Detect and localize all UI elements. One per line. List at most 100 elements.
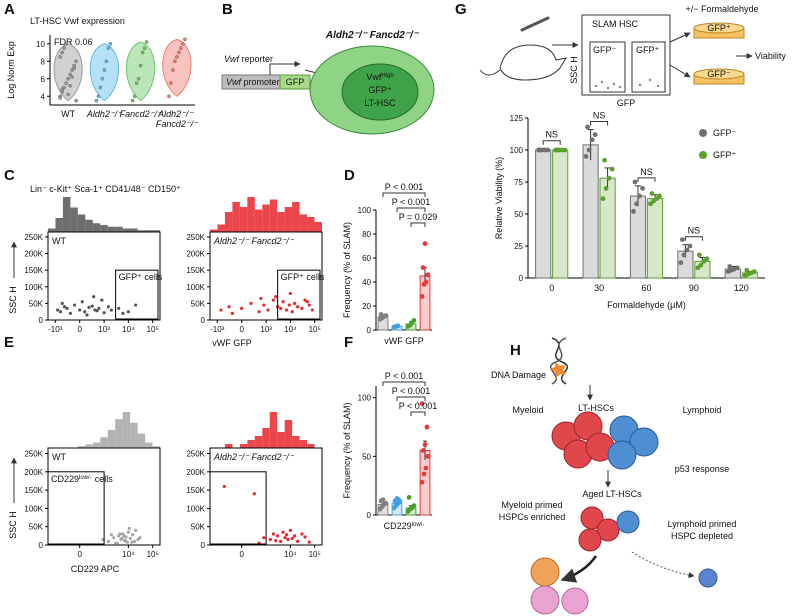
- cell: [561, 587, 589, 615]
- panel-letter: H: [510, 342, 521, 359]
- bar: [629, 195, 647, 279]
- violin: [53, 43, 83, 102]
- text: Vwf: [366, 72, 382, 82]
- data-point: [181, 42, 185, 46]
- legend-label: GFP⁻: [713, 128, 737, 138]
- histogram-bar: [77, 214, 86, 232]
- data-point: [183, 37, 187, 42]
- data-point: [586, 147, 592, 153]
- tss-arrow: [269, 61, 301, 75]
- x-axis-label: CD229low/-: [384, 521, 425, 531]
- histogram-bar: [262, 428, 270, 448]
- x-tick-label: 10³: [98, 325, 110, 334]
- data-point: [66, 77, 70, 81]
- data-point: [104, 59, 109, 64]
- x-tick-label: 10³: [260, 325, 272, 334]
- cell: [629, 427, 659, 457]
- data-point: [230, 311, 234, 315]
- y-tick-label: 20: [362, 302, 371, 311]
- cell: [698, 568, 718, 588]
- data-point: [257, 310, 261, 314]
- x-tick-label: WT: [61, 109, 75, 119]
- arrow: [631, 551, 695, 579]
- data-point: [127, 526, 131, 531]
- histogram-bar: [232, 202, 240, 232]
- data-point: [177, 50, 181, 55]
- dot: [648, 78, 652, 82]
- nucleus: [341, 63, 419, 121]
- data-point: [120, 536, 124, 541]
- data-point: [102, 68, 107, 72]
- histogram-bar: [100, 437, 108, 448]
- significance-bracket: [382, 192, 426, 197]
- data-point: [271, 298, 275, 302]
- data-point: [380, 314, 386, 320]
- plot-title: Aldh2⁻/⁻ Fancd2⁻/⁻: [213, 452, 295, 462]
- histogram-bar: [239, 207, 248, 232]
- data-point: [65, 306, 69, 310]
- violin: [162, 38, 192, 97]
- data-point: [684, 247, 690, 253]
- y-tick-label: 10: [36, 40, 45, 49]
- panel-letter: E: [4, 334, 14, 351]
- data-point: [78, 308, 82, 312]
- dot: [618, 85, 622, 89]
- data-point: [279, 539, 283, 543]
- significance-label: NS: [688, 226, 701, 236]
- histogram-bar: [284, 420, 293, 448]
- significance-label: P < 0.001: [385, 182, 424, 192]
- data-point: [134, 81, 139, 85]
- dna: [549, 337, 567, 385]
- dish-label: GFP⁻: [707, 69, 731, 79]
- gate-label: GFP⁻: [593, 45, 617, 55]
- bar: [599, 177, 616, 279]
- x-tick-label: 0: [77, 325, 82, 334]
- gate: [209, 471, 267, 545]
- dish-top: [693, 68, 745, 80]
- y-tick-label: 150K: [24, 266, 43, 275]
- data-point: [606, 175, 612, 181]
- data-point: [422, 241, 428, 247]
- data-point: [592, 132, 598, 138]
- y-tick-label: 150K: [186, 486, 205, 495]
- data-point: [68, 84, 72, 88]
- data-point: [589, 137, 595, 143]
- data-point: [423, 279, 429, 285]
- y-tick-label: 60: [362, 254, 371, 263]
- y-tick-label: 100: [358, 394, 372, 403]
- y-tick-label: 50: [362, 452, 371, 461]
- data-point: [136, 77, 141, 81]
- x-tick-label: 90: [689, 283, 699, 293]
- y-tick-label: 4: [41, 92, 46, 101]
- histogram-bar: [145, 230, 153, 232]
- data-point: [131, 533, 135, 537]
- histogram-bar: [92, 223, 101, 232]
- y-tick-label: 250K: [24, 233, 43, 242]
- histogram-bar: [62, 197, 71, 232]
- histogram-bar: [92, 442, 101, 448]
- readout: Viability: [755, 51, 786, 61]
- data-point: [293, 301, 297, 305]
- cell: [596, 518, 620, 542]
- mouse: [499, 44, 568, 81]
- histogram-bar: [152, 446, 160, 448]
- histogram-bar: [145, 442, 153, 448]
- y-tick-label: 100K: [186, 504, 205, 513]
- data-point: [274, 539, 278, 543]
- dot: [656, 84, 660, 88]
- data-point: [286, 537, 290, 542]
- data-point: [303, 535, 307, 539]
- data-point: [288, 528, 292, 532]
- label: Lymphoid primed: [668, 519, 737, 529]
- data-point: [727, 264, 733, 269]
- cell: [530, 585, 560, 615]
- histogram-bar: [115, 419, 123, 448]
- y-tick-label: 8: [41, 57, 46, 66]
- data-point: [96, 94, 101, 99]
- facs-title: SLAM HSC: [592, 19, 639, 29]
- y-axis-label: Log Norm Exp: [6, 41, 16, 99]
- cell-label: GFP⁺: [368, 85, 392, 95]
- x-tick-label: Fancd2⁻/⁻: [120, 109, 163, 119]
- plot-title: WT: [52, 452, 66, 462]
- histogram-bar: [85, 219, 93, 232]
